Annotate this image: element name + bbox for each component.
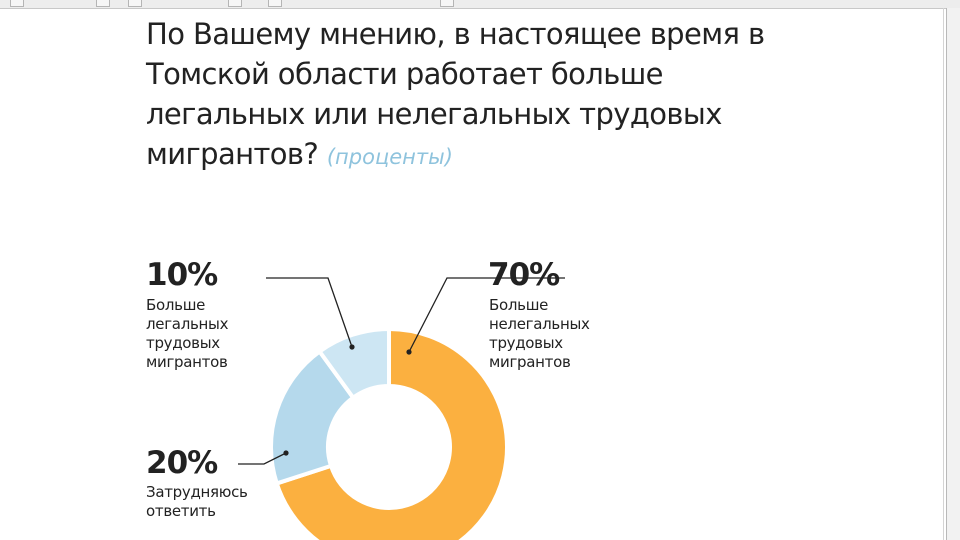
title-unit: (проценты) <box>326 145 453 169</box>
slice-undecided <box>269 348 356 486</box>
slice-label-undecided: Затрудняюсь ответить <box>146 483 248 520</box>
chart-title: По Вашему мнению, в настоящее время в То… <box>146 14 786 177</box>
toolbar-icon[interactable] <box>440 0 454 7</box>
leader-line-illegal <box>408 277 565 353</box>
vertical-scrollbar[interactable] <box>946 8 960 540</box>
leader-dot-legal <box>349 344 355 350</box>
leader-dot-undecided <box>283 450 289 456</box>
slice-value-legal: 10% <box>146 257 218 293</box>
toolbar-icon[interactable] <box>96 0 110 7</box>
slice-legal <box>316 326 391 401</box>
leader-line-legal <box>266 277 353 348</box>
slice-value-illegal: 70% <box>488 257 560 293</box>
window-toolbar <box>0 0 960 9</box>
page-edge <box>943 8 944 540</box>
leader-line-undecided <box>238 452 287 465</box>
slice-label-illegal: Больше нелегальных трудовых мигрантов <box>489 296 590 371</box>
toolbar-icon[interactable] <box>128 0 142 7</box>
toolbar-icon[interactable] <box>268 0 282 7</box>
toolbar-icon[interactable] <box>10 0 24 7</box>
toolbar-icon[interactable] <box>228 0 242 7</box>
slice-illegal <box>274 326 509 540</box>
leader-dot-illegal <box>406 349 412 355</box>
title-text: По Вашему мнению, в настоящее время в То… <box>146 17 765 171</box>
slice-label-legal: Больше легальных трудовых мигрантов <box>146 296 229 371</box>
slice-value-undecided: 20% <box>146 445 218 481</box>
